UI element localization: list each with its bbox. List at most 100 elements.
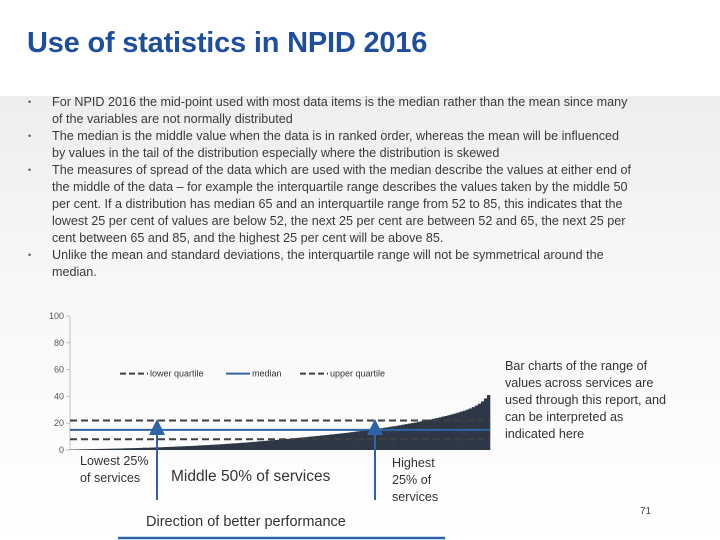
bar <box>289 438 293 450</box>
bar <box>276 439 281 450</box>
bar <box>261 441 266 450</box>
bar <box>73 449 77 450</box>
bar <box>115 448 119 450</box>
bar <box>88 449 92 450</box>
bar <box>109 448 113 450</box>
bar <box>179 446 183 450</box>
bar <box>420 421 424 450</box>
bar <box>483 398 488 450</box>
bar <box>85 449 89 450</box>
legend-label: median <box>252 369 282 379</box>
y-tick-label: 100 <box>49 311 64 321</box>
bullet-text: The measures of spread of the data which… <box>52 163 631 245</box>
bar <box>106 448 110 450</box>
bar <box>298 437 302 450</box>
bar <box>447 415 451 450</box>
bar <box>477 403 482 450</box>
bar <box>206 445 211 450</box>
bar <box>228 443 232 450</box>
bar <box>471 407 476 450</box>
bar <box>231 443 235 450</box>
bar <box>91 449 95 450</box>
bar <box>219 444 223 450</box>
bar <box>280 439 284 450</box>
bar <box>456 412 460 450</box>
legend-label: lower quartile <box>150 369 204 379</box>
bar <box>146 447 150 450</box>
bar <box>319 435 323 450</box>
bar <box>188 445 193 450</box>
bar <box>486 395 491 450</box>
bar <box>170 446 174 450</box>
bullet-marker: • <box>28 165 32 175</box>
bar <box>124 448 129 450</box>
bar <box>140 447 144 450</box>
bar <box>203 445 208 450</box>
bullet-item: • Unlike the mean and standard deviations… <box>28 247 634 281</box>
bar <box>173 446 177 450</box>
highest-quarter-label: Highest 25% of services <box>392 456 439 504</box>
bar <box>313 436 317 450</box>
bar <box>161 447 165 450</box>
bar <box>240 442 244 450</box>
bullet-text: Unlike the mean and standard deviations,… <box>52 248 604 279</box>
direction-label: Direction of better performance <box>146 514 346 530</box>
bar <box>164 447 168 450</box>
bar <box>246 442 250 450</box>
lowest-quarter-label: Lowest 25% of services <box>80 454 149 485</box>
bar <box>350 432 354 450</box>
bullet-item: • The median is the middle value when the… <box>28 128 634 162</box>
bullet-list: • For NPID 2016 the mid-point used with m… <box>28 94 634 281</box>
bar <box>252 441 256 450</box>
bar <box>334 433 339 450</box>
bar-chart-explanation: Bar charts of the range of values across… <box>505 359 667 441</box>
bar <box>343 432 348 450</box>
bar <box>79 449 83 450</box>
bar <box>359 430 363 450</box>
bar <box>398 425 403 450</box>
bar <box>401 424 406 450</box>
bar <box>136 447 141 450</box>
bar <box>158 447 162 450</box>
bar <box>435 418 439 450</box>
bullet-marker: • <box>28 97 32 107</box>
bar <box>234 443 238 450</box>
bar <box>444 415 448 450</box>
bar <box>353 431 357 450</box>
y-tick-label: 20 <box>54 418 64 428</box>
bar <box>216 444 220 450</box>
bar <box>450 414 454 450</box>
bar <box>213 444 217 450</box>
bar <box>310 436 314 450</box>
bar <box>383 427 387 450</box>
y-tick-label: 80 <box>54 338 64 348</box>
bar <box>82 449 86 450</box>
bar <box>103 448 107 450</box>
page-title: Use of statistics in NPID 2016 <box>27 27 428 59</box>
bar <box>407 423 412 450</box>
bar <box>325 434 329 450</box>
bar <box>94 449 98 450</box>
bar <box>346 432 351 450</box>
bar <box>365 430 369 450</box>
bar <box>243 442 247 450</box>
bar <box>410 423 415 450</box>
bar <box>258 441 263 450</box>
bar <box>197 445 202 450</box>
bar <box>118 448 123 450</box>
bar <box>295 437 299 450</box>
bar <box>130 448 135 450</box>
bar <box>441 416 445 450</box>
bar <box>133 448 138 450</box>
bar <box>152 447 156 450</box>
legend-label: upper quartile <box>330 369 385 379</box>
bar <box>356 431 360 450</box>
bar <box>176 446 180 450</box>
bar <box>270 440 275 450</box>
middle-half-label: Middle 50% of services <box>171 468 331 485</box>
bar <box>480 401 485 450</box>
bullet-item: • The measures of spread of the data whic… <box>28 162 634 247</box>
bar <box>386 427 390 450</box>
bar <box>331 434 336 450</box>
